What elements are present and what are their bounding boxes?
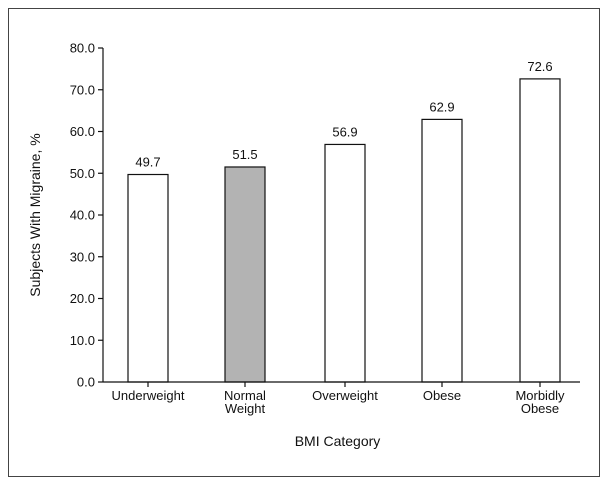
x-axis-title: BMI Category bbox=[295, 433, 381, 449]
y-tick-label: 30.0 bbox=[70, 249, 95, 264]
y-tick-label: 80.0 bbox=[70, 41, 95, 56]
y-tick-label: 0.0 bbox=[77, 375, 95, 390]
x-axis-tick-labels: Underweight Normal Weight Overweight Obese Mo… bbox=[112, 382, 565, 416]
y-tick-label: 20.0 bbox=[70, 291, 95, 306]
y-axis-ticks: 0.0 10.0 20.0 30.0 40.0 50.0 60.0 70.0 80.0 bbox=[70, 41, 103, 390]
bar-value-label: 51.5 bbox=[232, 147, 257, 162]
bars: 49.7 51.5 56.9 62.9 72.6 bbox=[127, 59, 561, 383]
bar bbox=[224, 166, 266, 383]
x-tick-label: Obese bbox=[423, 388, 461, 403]
y-tick-label: 70.0 bbox=[70, 82, 95, 97]
bar bbox=[421, 118, 463, 383]
bar-value-label: 72.6 bbox=[527, 59, 552, 74]
bar-value-label: 49.7 bbox=[135, 155, 160, 170]
y-axis-title: Subjects With Migraine, % bbox=[27, 133, 43, 296]
y-tick-label: 10.0 bbox=[70, 333, 95, 348]
y-tick-label: 60.0 bbox=[70, 124, 95, 139]
y-tick-label: 40.0 bbox=[70, 208, 95, 223]
bar bbox=[324, 143, 366, 383]
x-tick-label: Morbidly Obese bbox=[515, 388, 565, 416]
bar-value-label: 62.9 bbox=[429, 99, 454, 114]
chart-frame bbox=[8, 8, 600, 477]
bar bbox=[127, 173, 169, 383]
x-tick-label: Overweight bbox=[312, 388, 378, 403]
y-tick-label: 50.0 bbox=[70, 166, 95, 181]
x-tick-label: Underweight bbox=[112, 388, 185, 403]
bar-value-label: 56.9 bbox=[332, 124, 357, 139]
bar bbox=[519, 78, 561, 383]
x-tick-label: Normal Weight bbox=[224, 388, 266, 416]
